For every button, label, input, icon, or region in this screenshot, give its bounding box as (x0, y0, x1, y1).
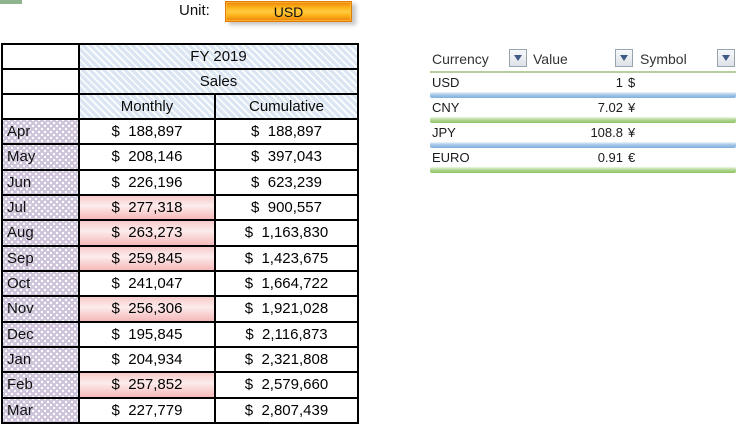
sales-table-title[interactable]: FY 2019 (78, 43, 359, 70)
month-cell[interactable]: Dec (1, 320, 80, 348)
monthly-value-cell[interactable]: $ 277,318 (78, 193, 216, 222)
currency-symbol-cell[interactable]: ¥ (628, 125, 636, 140)
currency-value-cell[interactable]: 108.8 (590, 125, 623, 140)
currency-symbol-cell[interactable]: ¥ (628, 100, 636, 115)
sales-row: Jan $ 204,934 $ 2,321,808 (1, 345, 359, 374)
currency-value-cell[interactable]: 1 (615, 75, 623, 90)
monthly-value-cell[interactable]: $ 188,897 (78, 117, 216, 146)
symbol-filter-button[interactable] (717, 49, 735, 67)
currency-name-cell[interactable]: JPY (432, 125, 456, 140)
month-cell[interactable]: Jun (1, 168, 80, 196)
currency-value-cell[interactable]: 7.02 (597, 100, 623, 115)
filter-dropdown-icon (722, 55, 730, 61)
currency-row: CNY 7.02 ¥ (430, 99, 736, 124)
cumulative-value-cell[interactable]: $ 1,163,830 (214, 219, 359, 247)
filter-dropdown-icon (514, 55, 522, 61)
monthly-value-cell[interactable]: $ 226,196 (78, 168, 216, 196)
monthly-value-cell[interactable]: $ 263,273 (78, 219, 216, 247)
currency-name-cell[interactable]: EURO (432, 150, 470, 165)
sales-columns-row: Monthly Cumulative (1, 93, 359, 120)
monthly-value-cell[interactable]: $ 259,845 (78, 244, 216, 272)
cumulative-value-cell[interactable]: $ 2,579,660 (214, 371, 359, 399)
monthly-value-cell[interactable]: $ 227,779 (78, 396, 216, 424)
monthly-value-cell[interactable]: $ 257,852 (78, 371, 216, 399)
sales-table-subtitle[interactable]: Sales (78, 68, 359, 95)
cumulative-value-cell[interactable]: $ 188,897 (214, 117, 359, 146)
row-separator-band (430, 142, 736, 148)
filter-dropdown-icon (620, 55, 628, 61)
row-separator-band (430, 92, 736, 98)
month-cell[interactable]: Sep (1, 244, 80, 272)
cumulative-value-cell[interactable]: $ 397,043 (214, 143, 359, 171)
cumulative-value-cell[interactable]: $ 1,423,675 (214, 244, 359, 272)
currency-name-cell[interactable]: CNY (432, 100, 460, 115)
sales-table: FY 2019 Sales Monthly Cumulative Apr $ 18… (1, 43, 359, 424)
column-header-value: Value (533, 51, 568, 67)
unit-label: Unit: (179, 2, 210, 19)
sales-row: Jul $ 277,318 $ 900,557 (1, 193, 359, 222)
currency-symbol-cell[interactable]: € (628, 150, 636, 165)
sales-row: Jun $ 226,196 $ 623,239 (1, 168, 359, 196)
row-separator-band (430, 117, 736, 123)
currency-table-header: Currency Value Symbol (430, 48, 736, 71)
currency-row: JPY 108.8 ¥ (430, 124, 736, 149)
cumulative-value-cell[interactable]: $ 900,557 (214, 193, 359, 222)
column-header-cumulative[interactable]: Cumulative (214, 93, 359, 120)
column-header-symbol: Symbol (640, 51, 687, 67)
value-filter-button[interactable] (615, 49, 633, 67)
month-cell[interactable]: Jan (1, 345, 80, 374)
blank-cell[interactable] (1, 68, 80, 95)
monthly-value-cell[interactable]: $ 241,047 (78, 269, 216, 298)
blank-cell[interactable] (1, 43, 80, 70)
blank-cell[interactable] (1, 93, 80, 120)
sales-row: Apr $ 188,897 $ 188,897 (1, 117, 359, 146)
monthly-value-cell[interactable]: $ 256,306 (78, 295, 216, 323)
sales-row: Dec $ 195,845 $ 2,116,873 (1, 320, 359, 348)
currency-row: EURO 0.91 € (430, 149, 736, 174)
month-cell[interactable]: Feb (1, 371, 80, 399)
sales-row: Aug $ 263,273 $ 1,163,830 (1, 219, 359, 247)
monthly-value-cell[interactable]: $ 195,845 (78, 320, 216, 348)
currency-name-cell[interactable]: USD (432, 75, 460, 90)
month-cell[interactable]: May (1, 143, 80, 171)
unit-dropdown-value: USD (273, 3, 304, 20)
corner-green-fragment (0, 0, 22, 4)
unit-dropdown[interactable]: USD (225, 1, 352, 22)
cumulative-value-cell[interactable]: $ 2,321,808 (214, 345, 359, 374)
month-cell[interactable]: Mar (1, 396, 80, 424)
sales-row: Feb $ 257,852 $ 2,579,660 (1, 371, 359, 399)
currency-filter-button[interactable] (509, 49, 527, 67)
month-cell[interactable]: Jul (1, 193, 80, 222)
currency-row: USD 1 $ (430, 74, 736, 99)
row-separator-band (430, 167, 736, 173)
cumulative-value-cell[interactable]: $ 1,664,722 (214, 269, 359, 298)
column-header-monthly[interactable]: Monthly (78, 93, 216, 120)
currency-symbol-cell[interactable]: $ (628, 75, 636, 90)
header-separator (430, 71, 736, 73)
sales-title-row: FY 2019 (1, 43, 359, 70)
month-cell[interactable]: Oct (1, 269, 80, 298)
sales-row: Nov $ 256,306 $ 1,921,028 (1, 295, 359, 323)
month-cell[interactable]: Aug (1, 219, 80, 247)
monthly-value-cell[interactable]: $ 208,146 (78, 143, 216, 171)
sales-row: Sep $ 259,845 $ 1,423,675 (1, 244, 359, 272)
currency-value-cell[interactable]: 0.91 (597, 150, 623, 165)
column-header-currency: Currency (432, 51, 489, 67)
cumulative-value-cell[interactable]: $ 2,807,439 (214, 396, 359, 424)
sales-row: Mar $ 227,779 $ 2,807,439 (1, 396, 359, 424)
sales-subtitle-row: Sales (1, 68, 359, 95)
cumulative-value-cell[interactable]: $ 2,116,873 (214, 320, 359, 348)
monthly-value-cell[interactable]: $ 204,934 (78, 345, 216, 374)
month-cell[interactable]: Nov (1, 295, 80, 323)
sales-row: May $ 208,146 $ 397,043 (1, 143, 359, 171)
cumulative-value-cell[interactable]: $ 1,921,028 (214, 295, 359, 323)
sales-row: Oct $ 241,047 $ 1,664,722 (1, 269, 359, 298)
cumulative-value-cell[interactable]: $ 623,239 (214, 168, 359, 196)
currency-table: Currency Value Symbol USD 1 $ CNY 7.02 ¥ JPY 10… (430, 48, 736, 174)
month-cell[interactable]: Apr (1, 117, 80, 146)
